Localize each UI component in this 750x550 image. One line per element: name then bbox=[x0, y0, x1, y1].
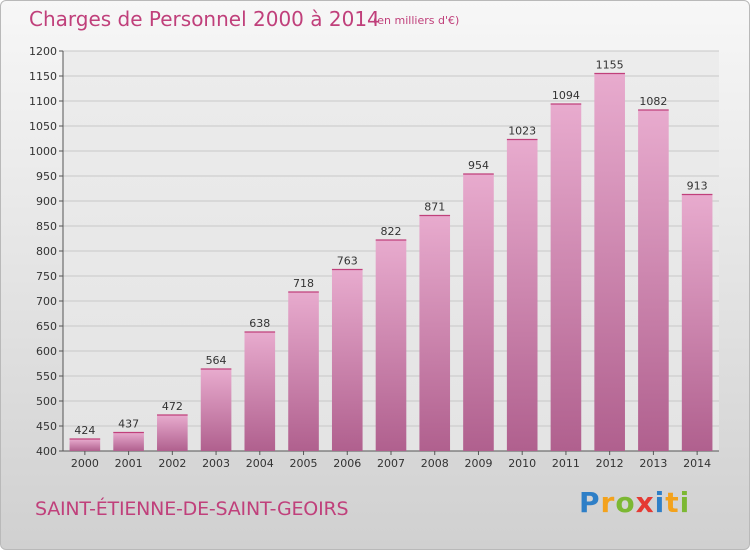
bar bbox=[506, 139, 538, 451]
y-tick-label: 1100 bbox=[29, 95, 57, 108]
bar bbox=[681, 194, 713, 451]
y-tick-label: 950 bbox=[36, 170, 57, 183]
y-tick-label: 800 bbox=[36, 245, 57, 258]
logo-letter: t bbox=[665, 486, 680, 519]
bar bbox=[331, 269, 363, 451]
x-tick-label: 2012 bbox=[596, 457, 624, 470]
logo-letter: r bbox=[600, 486, 616, 519]
y-tick-label: 700 bbox=[36, 295, 57, 308]
x-tick-label: 2006 bbox=[333, 457, 361, 470]
data-label: 1094 bbox=[552, 89, 580, 102]
x-tick-label: 2001 bbox=[115, 457, 143, 470]
commune-name: SAINT-ÉTIENNE-DE-SAINT-GEOIRS bbox=[35, 498, 349, 520]
bar bbox=[113, 432, 144, 451]
y-tick-label: 400 bbox=[36, 445, 57, 458]
bar bbox=[375, 240, 407, 451]
x-tick-label: 2009 bbox=[464, 457, 492, 470]
y-tick-label: 1000 bbox=[29, 145, 57, 158]
data-label: 638 bbox=[249, 317, 270, 330]
logo-letter: x bbox=[635, 486, 655, 519]
logo-letter: i bbox=[654, 486, 666, 519]
proxiti-logo[interactable]: Proxiti bbox=[579, 486, 690, 519]
data-label: 564 bbox=[206, 354, 227, 367]
data-label: 1023 bbox=[508, 125, 536, 138]
y-tick-label: 550 bbox=[36, 370, 57, 383]
y-tick-label: 650 bbox=[36, 320, 57, 333]
x-tick-label: 2013 bbox=[639, 457, 667, 470]
bar bbox=[157, 415, 188, 451]
bar bbox=[419, 215, 451, 451]
data-label: 954 bbox=[468, 159, 489, 172]
bar bbox=[244, 332, 276, 451]
bar bbox=[638, 110, 669, 451]
x-tick-label: 2005 bbox=[290, 457, 318, 470]
y-tick-label: 600 bbox=[36, 345, 57, 358]
bar bbox=[200, 369, 232, 451]
data-label: 718 bbox=[293, 277, 314, 290]
y-tick-label: 500 bbox=[36, 395, 57, 408]
x-tick-label: 2003 bbox=[202, 457, 230, 470]
data-label: 472 bbox=[162, 400, 183, 413]
x-tick-label: 2011 bbox=[552, 457, 580, 470]
chart-unit: (en milliers d'€) bbox=[373, 14, 460, 27]
data-label: 822 bbox=[381, 225, 402, 238]
x-tick-label: 2008 bbox=[421, 457, 449, 470]
y-tick-label: 1200 bbox=[29, 45, 57, 58]
bar bbox=[288, 292, 319, 451]
data-label: 437 bbox=[118, 418, 139, 431]
data-label: 1155 bbox=[596, 59, 624, 72]
data-label: 424 bbox=[74, 424, 95, 437]
data-label: 1082 bbox=[639, 95, 667, 108]
bar bbox=[69, 439, 101, 451]
y-tick-label: 450 bbox=[36, 420, 57, 433]
y-tick-label: 750 bbox=[36, 270, 57, 283]
y-tick-label: 900 bbox=[36, 195, 57, 208]
data-label: 871 bbox=[424, 201, 445, 214]
x-tick-label: 2000 bbox=[71, 457, 99, 470]
x-tick-label: 2010 bbox=[508, 457, 536, 470]
logo-letter: i bbox=[679, 486, 691, 519]
logo-letter: P bbox=[579, 486, 601, 519]
bar bbox=[594, 73, 625, 451]
y-tick-label: 850 bbox=[36, 220, 57, 233]
logo-letter: o bbox=[615, 486, 636, 519]
bar bbox=[550, 104, 582, 451]
x-tick-label: 2004 bbox=[246, 457, 274, 470]
chart-title: Charges de Personnel 2000 à 2014 bbox=[29, 7, 380, 31]
y-tick-label: 1150 bbox=[29, 70, 57, 83]
x-tick-label: 2007 bbox=[377, 457, 405, 470]
data-label: 913 bbox=[687, 180, 708, 193]
data-label: 763 bbox=[337, 255, 358, 268]
bar bbox=[463, 174, 494, 451]
x-tick-label: 2002 bbox=[158, 457, 186, 470]
y-tick-label: 1050 bbox=[29, 120, 57, 133]
x-tick-label: 2014 bbox=[683, 457, 711, 470]
